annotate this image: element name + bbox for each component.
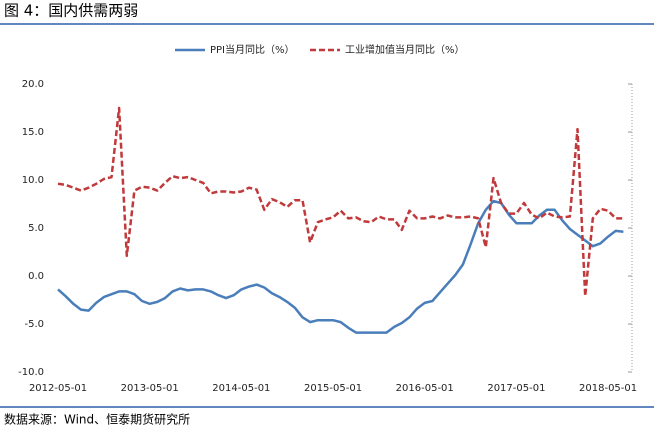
x-tick-label: 2014-05-01: [212, 383, 270, 394]
y-tick-label: 0.0: [28, 271, 44, 282]
x-tick-label: 2015-05-01: [304, 383, 362, 394]
chart-title: 图 4：国内供需两弱: [4, 2, 138, 20]
y-tick-label: 15.0: [22, 127, 44, 138]
x-tick-label: 2012-05-01: [29, 383, 87, 394]
x-tick-label: 2013-05-01: [121, 383, 179, 394]
y-tick-label: 10.0: [22, 175, 44, 186]
legend-label: PPI当月同比（%）: [210, 43, 295, 56]
y-tick-label: 20.0: [22, 79, 44, 90]
y-tick-label: 5.0: [28, 223, 44, 234]
y-tick-label: -5.0: [24, 319, 44, 330]
x-tick-label: 2017-05-01: [487, 383, 545, 394]
y-tick-label: -10.0: [18, 367, 44, 378]
source: 数据来源：Wind、恒泰期货研究所: [4, 412, 190, 427]
series-line: [57, 199, 624, 334]
series-line: [57, 106, 624, 298]
x-tick-label: 2016-05-01: [396, 383, 454, 394]
x-tick-label: 2018-05-01: [579, 383, 637, 394]
legend-label: 工业增加值当月同比（%）: [345, 43, 465, 56]
